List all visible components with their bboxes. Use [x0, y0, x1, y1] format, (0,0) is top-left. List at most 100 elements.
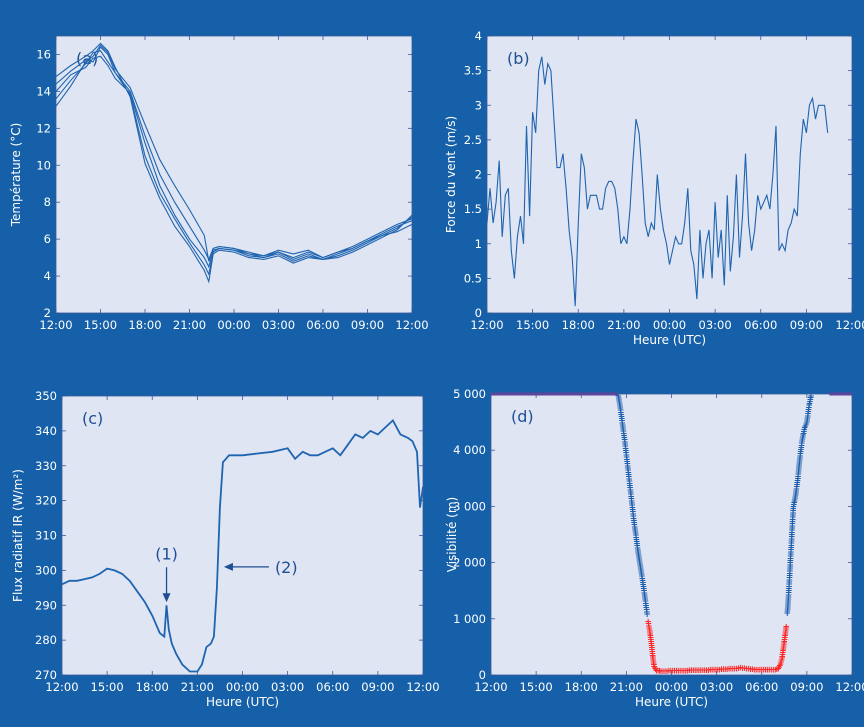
data-point: + [784, 609, 792, 619]
data-point: + [789, 507, 797, 517]
x-tick-label: 18:00 [128, 318, 161, 332]
y-tick-label: 5 000 [453, 387, 486, 401]
data-point: + [661, 667, 669, 677]
x-tick-label: 12:00 [474, 680, 507, 694]
data-point: + [697, 666, 705, 676]
data-point: + [657, 667, 665, 677]
data-point: + [630, 516, 638, 526]
data-point: + [777, 660, 785, 670]
data-point: + [804, 412, 812, 422]
data-point: + [802, 420, 810, 430]
data-point: + [619, 423, 627, 433]
data-point: + [784, 597, 792, 607]
data-point: + [648, 641, 656, 651]
x-tick-label: 12:00 [835, 318, 864, 332]
data-point: + [628, 495, 636, 505]
data-point: + [804, 414, 812, 424]
data-point: + [641, 593, 649, 603]
data-point: + [786, 572, 794, 582]
data-point: + [640, 582, 648, 592]
data-point: + [623, 457, 631, 467]
data-point: + [628, 497, 636, 507]
y-tick-label: 10 [36, 158, 51, 172]
data-point: + [616, 402, 624, 412]
data-point: + [619, 421, 627, 431]
data-point: + [634, 542, 642, 552]
data-point: + [651, 664, 659, 674]
data-point: + [799, 433, 807, 443]
data-point: + [785, 582, 793, 592]
data-point: + [669, 667, 677, 677]
data-point: + [793, 483, 801, 493]
y-tick-label: 1.5 [464, 202, 482, 216]
data-point: + [775, 663, 783, 673]
data-point: + [798, 437, 806, 447]
data-point: + [788, 537, 796, 547]
data-point: + [643, 604, 651, 614]
data-point: + [716, 665, 724, 675]
y-tick-label: 14 [36, 84, 51, 98]
data-point: + [786, 567, 794, 577]
data-point: + [729, 665, 737, 675]
data-point: + [617, 404, 625, 414]
data-point: + [654, 667, 662, 677]
data-point: + [782, 628, 790, 638]
x-tick-label: 18:00 [565, 680, 598, 694]
data-point: + [712, 666, 720, 676]
x-tick-label: 00:00 [655, 680, 688, 694]
data-point: + [807, 392, 815, 402]
data-point: + [631, 523, 639, 533]
data-point: + [718, 665, 726, 675]
data-point: + [708, 666, 716, 676]
x-axis-label: Heure (UTC) [635, 695, 708, 709]
y-tick-label: 0.5 [464, 271, 482, 285]
data-point: + [780, 641, 788, 651]
data-point: + [804, 410, 812, 420]
data-point: + [637, 564, 645, 574]
data-point: + [762, 666, 770, 676]
data-point: + [620, 429, 628, 439]
panel-a: 12:00 15:00 18:00 21:00 00:00 03:00 06:00 09:00… [9, 35, 429, 332]
data-point: + [629, 508, 637, 518]
data-point: + [626, 479, 634, 489]
data-point: + [623, 453, 631, 463]
data-point: + [639, 578, 647, 588]
data-point: + [682, 666, 690, 676]
data-point: + [785, 595, 793, 605]
data-point: + [787, 559, 795, 569]
data-point: + [646, 624, 654, 634]
x-tick-label: 03:00 [262, 318, 295, 332]
data-point: + [788, 535, 796, 545]
data-point: + [803, 418, 811, 428]
data-point: + [779, 647, 787, 657]
data-point: + [789, 520, 797, 530]
data-point: + [640, 585, 648, 595]
data-point: + [792, 487, 800, 497]
data-point: + [663, 667, 671, 677]
x-tick-label: 06:00 [744, 318, 777, 332]
annotation-label: (1) [155, 544, 178, 563]
data-point: + [643, 610, 651, 620]
data-point: + [614, 390, 622, 400]
data-point: + [628, 499, 636, 509]
data-point: + [799, 431, 807, 441]
x-tick-label: 21:00 [607, 318, 640, 332]
data-point: + [624, 462, 632, 472]
x-tick-label: 09:00 [790, 680, 823, 694]
x-tick-label: 09:00 [351, 318, 384, 332]
y-tick-label: 270 [35, 668, 57, 682]
data-point: + [735, 664, 743, 674]
data-point: + [625, 468, 633, 478]
x-tick-label: 12:00 [406, 680, 439, 694]
data-point: + [781, 632, 789, 642]
y-tick-label: 320 [35, 494, 57, 508]
data-point: + [619, 419, 627, 429]
data-point: + [629, 510, 637, 520]
data-point: + [786, 561, 794, 571]
data-point: + [741, 664, 749, 674]
y-axis-label: Visibilité (m) [445, 497, 459, 572]
data-point: + [789, 513, 797, 523]
plot-area [56, 36, 412, 313]
plot-area [487, 36, 852, 313]
